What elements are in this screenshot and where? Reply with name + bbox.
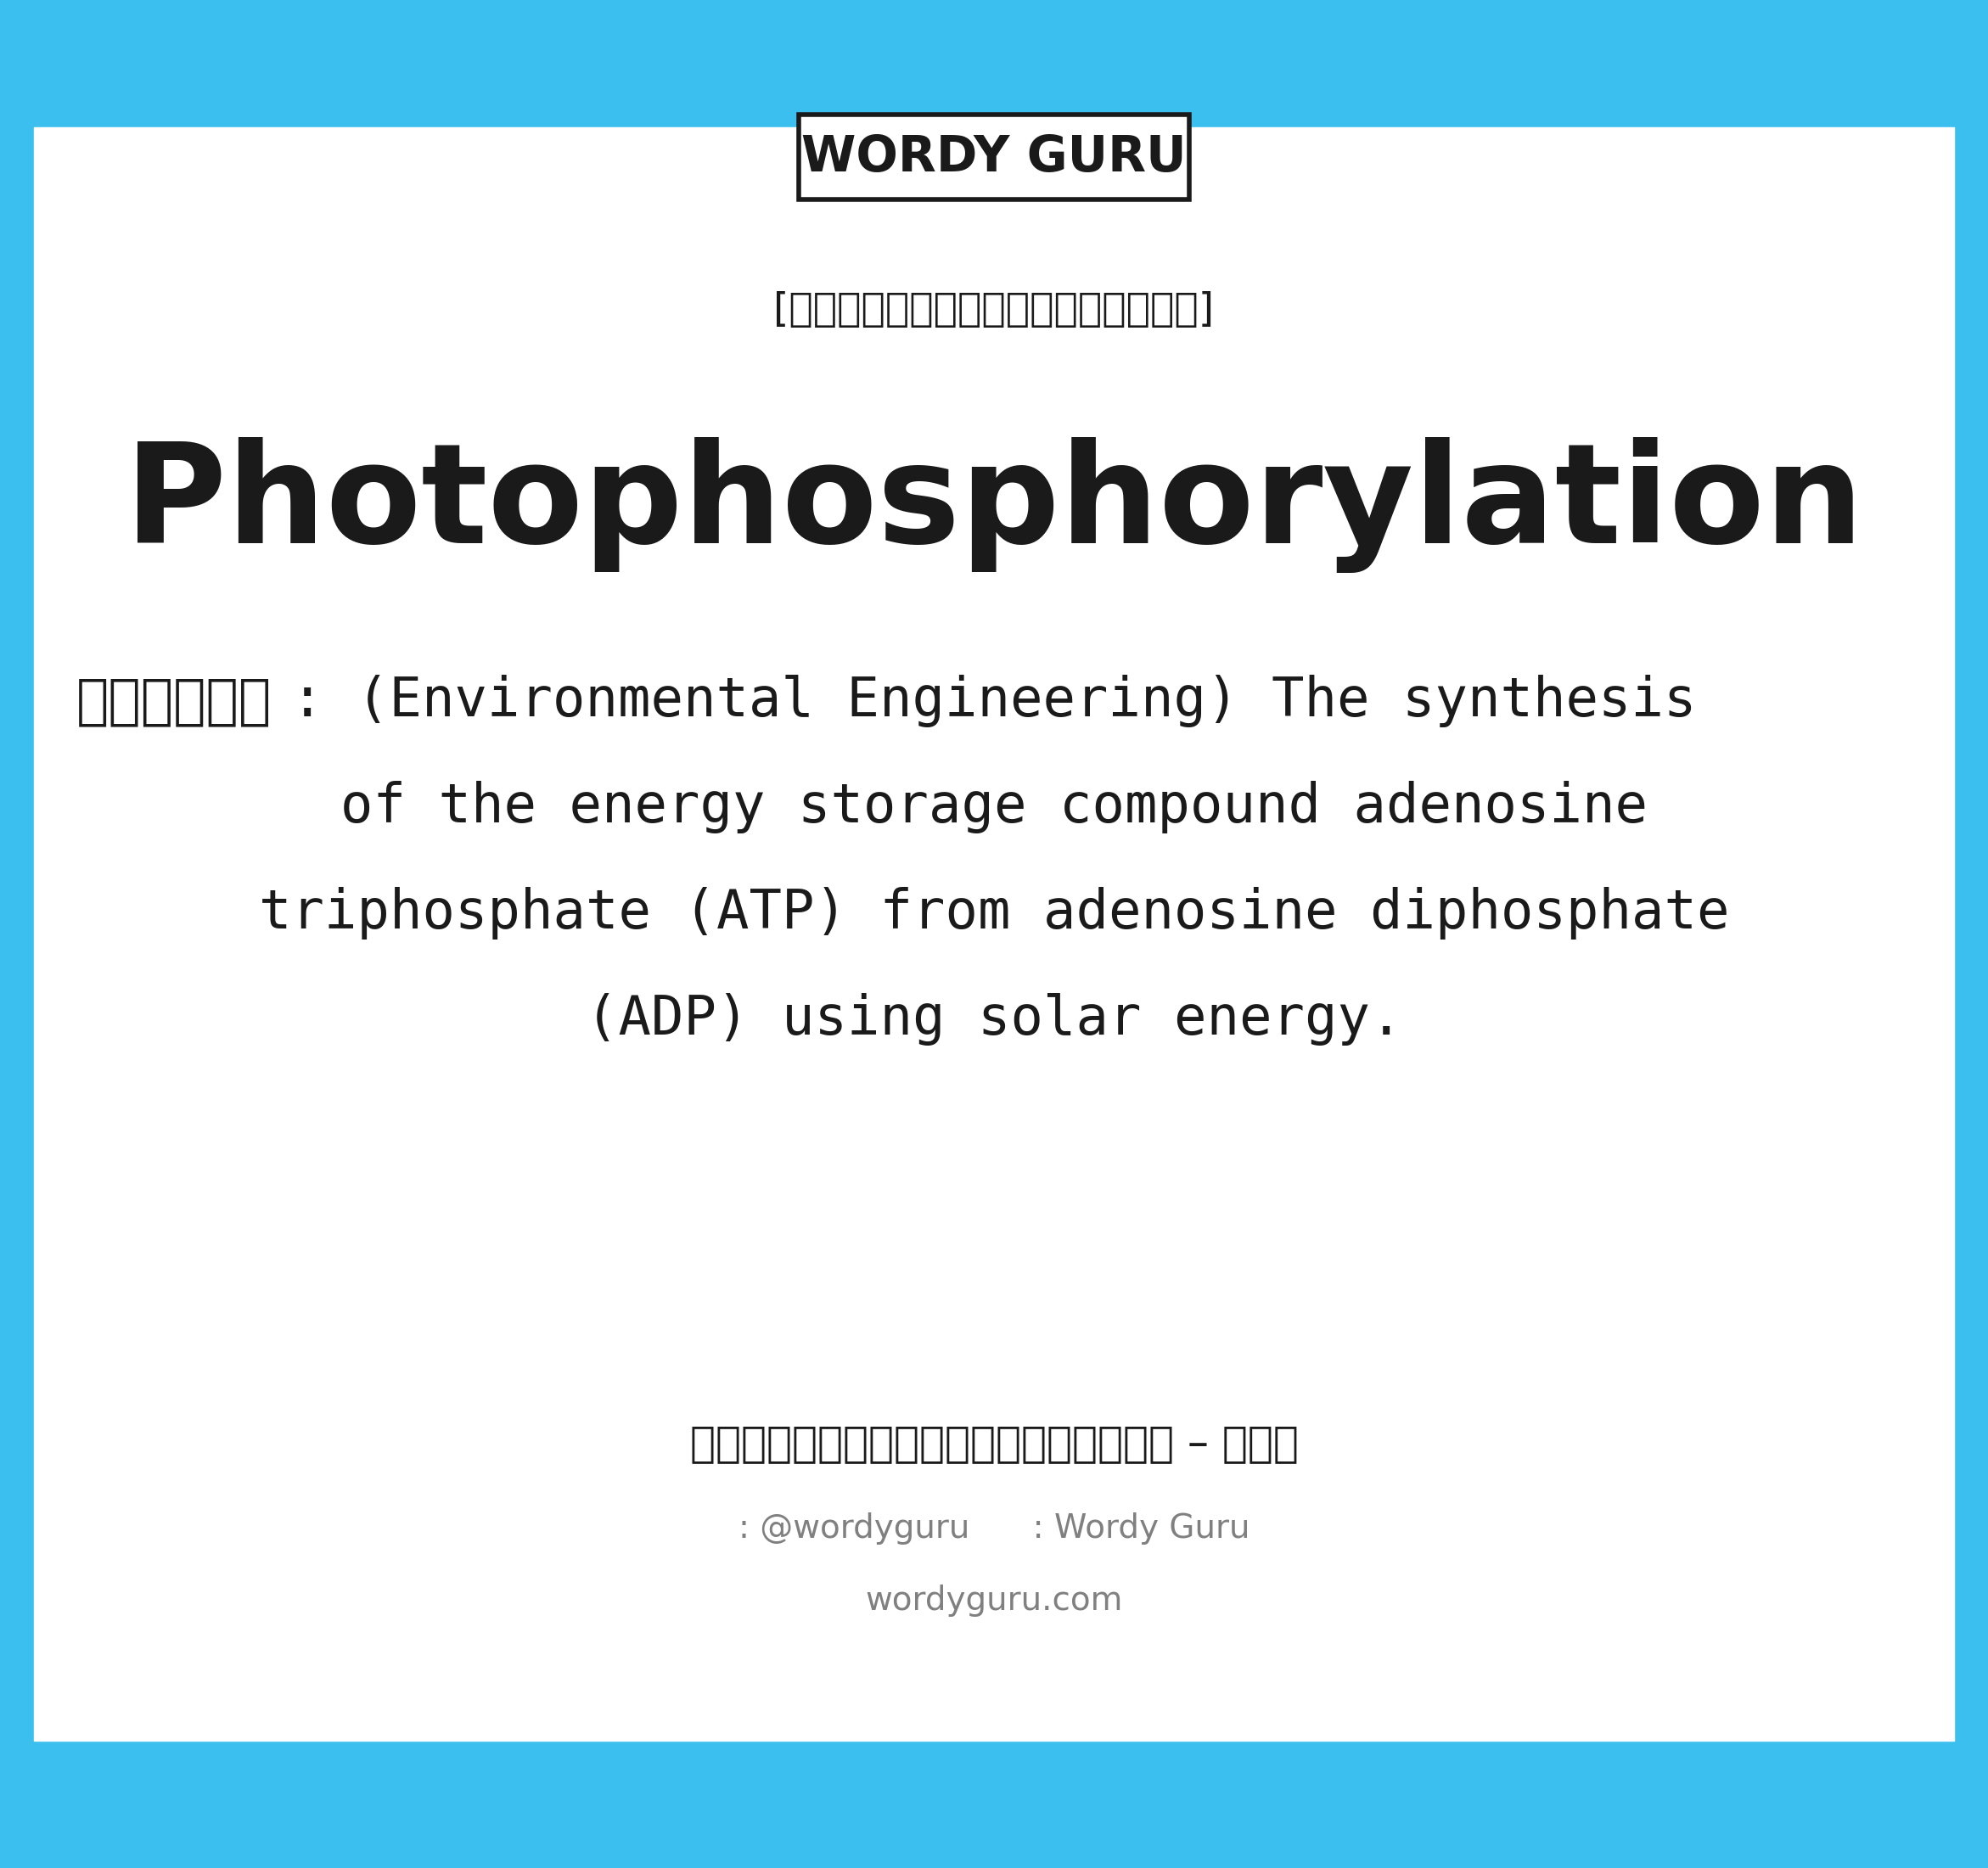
Bar	[34, 127, 1954, 1741]
Text: : (Environmental Engineering) The synthesis: : (Environmental Engineering) The synthe…	[292, 674, 1696, 727]
Text: of the energy storage compound adenosine: of the energy storage compound adenosine	[340, 781, 1648, 833]
Text: : @wordyguru      : Wordy Guru: : @wordyguru : Wordy Guru	[738, 1513, 1250, 1545]
Text: triphosphate (ATP) from adenosine diphosphate: triphosphate (ATP) from adenosine diphos…	[258, 887, 1730, 940]
Text: Photophosphorylation: Photophosphorylation	[125, 437, 1863, 573]
Text: (ADP) using solar energy.: (ADP) using solar energy.	[586, 994, 1402, 1046]
FancyBboxPatch shape	[799, 114, 1189, 200]
Text: [คำศัพท์ภาษาอังกฤษ]: [คำศัพท์ภาษาอังกฤษ]	[773, 291, 1215, 329]
Text: wordyguru.com: wordyguru.com	[865, 1584, 1123, 1618]
Text: แปลว่า: แปลว่า	[76, 674, 272, 727]
Text: ศัพท์ช่างภาษาอังกฤษ – ไทย: ศัพท์ช่างภาษาอังกฤษ – ไทย	[690, 1423, 1298, 1465]
Text: WORDY GURU: WORDY GURU	[801, 133, 1187, 181]
